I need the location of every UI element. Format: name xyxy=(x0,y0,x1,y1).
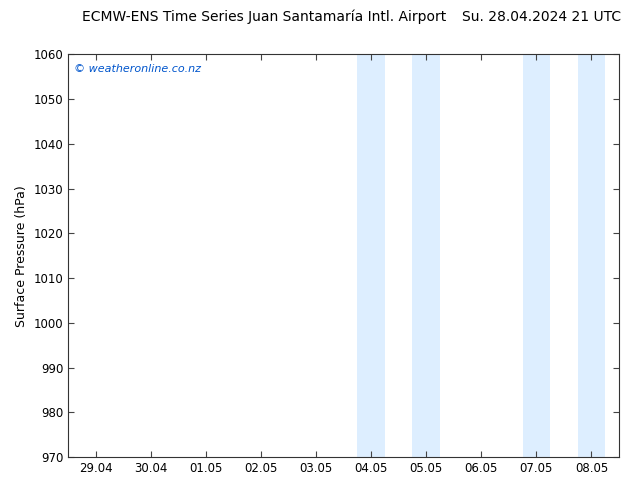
Bar xyxy=(578,54,605,457)
Text: Su. 28.04.2024 21 UTC: Su. 28.04.2024 21 UTC xyxy=(462,10,621,24)
Bar xyxy=(358,54,385,457)
Text: ECMW-ENS Time Series Juan Santamaría Intl. Airport: ECMW-ENS Time Series Juan Santamaría Int… xyxy=(82,10,447,24)
Text: © weatheronline.co.nz: © weatheronline.co.nz xyxy=(74,64,201,74)
Bar xyxy=(413,54,440,457)
Y-axis label: Surface Pressure (hPa): Surface Pressure (hPa) xyxy=(15,185,28,327)
Bar xyxy=(522,54,550,457)
